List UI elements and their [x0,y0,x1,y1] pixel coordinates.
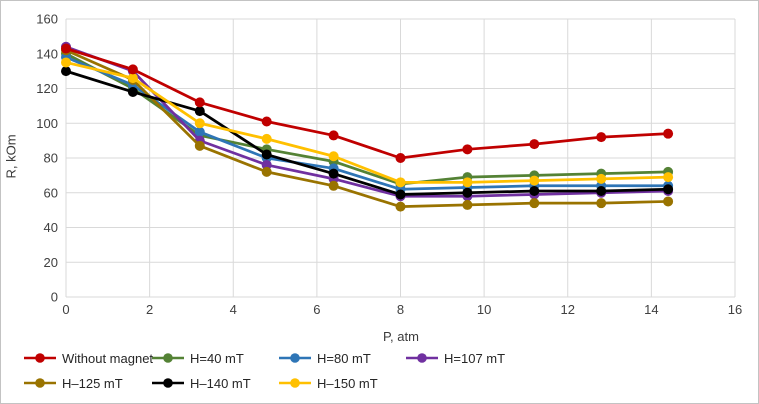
data-point [663,196,674,207]
series-line [64,48,670,209]
data-point [61,66,71,77]
data-point [395,189,406,200]
data-point [663,128,674,139]
data-point [462,177,473,188]
data-point [529,198,540,209]
x-tick-label: 0 [62,302,69,317]
data-point [663,184,674,195]
data-point [328,180,339,191]
y-tick-label: 60 [44,185,58,200]
series-line [64,55,670,191]
data-point [529,186,540,197]
x-tick-label: 10 [477,302,491,317]
series-line [64,45,670,198]
data-point [395,153,406,163]
data-point [61,43,71,54]
y-tick-label: 140 [36,46,58,61]
y-tick-label: 0 [51,290,58,305]
data-point [395,177,406,188]
x-tick-label: 12 [561,302,575,317]
data-point [529,139,540,150]
data-point [194,126,205,137]
data-point [127,64,138,75]
y-tick-label: 20 [44,255,58,270]
y-tick-label: 80 [44,151,58,166]
x-tick-label: 2 [146,302,153,317]
data-point [596,173,607,184]
series-line [64,69,670,196]
data-point [596,198,607,209]
y-tick-label: 160 [36,12,58,27]
data-point [261,159,272,170]
data-point [328,130,339,141]
data-point [127,73,138,84]
data-point [194,106,205,117]
data-point [261,116,272,127]
x-tick-label: 16 [728,302,742,317]
data-point [261,133,272,144]
data-point [261,166,272,177]
data-point [328,151,339,162]
x-tick-label: 8 [397,302,404,317]
x-axis-title: P, atm [383,329,419,344]
data-point [328,168,339,179]
data-point [462,144,473,155]
y-tick-label: 120 [36,81,58,96]
data-point [261,149,272,160]
x-tick-label: 6 [313,302,320,317]
y-tick-label: 100 [36,116,58,131]
data-point [395,201,406,212]
data-point [462,199,473,210]
data-point [194,118,205,129]
data-point [194,97,205,108]
series-line [64,61,670,184]
data-point [462,187,473,198]
data-point [127,86,138,97]
data-point [596,186,607,197]
data-point [529,175,540,186]
data-point [663,172,674,183]
data-point [194,140,205,151]
data-point [596,132,607,143]
y-axis-title: R, kOm [3,134,19,179]
x-tick-label: 4 [230,302,237,317]
y-tick-label: 40 [44,220,58,235]
data-point [61,57,71,68]
series-line [64,47,670,160]
x-tick-label: 14 [644,302,658,317]
series-line [64,52,670,186]
